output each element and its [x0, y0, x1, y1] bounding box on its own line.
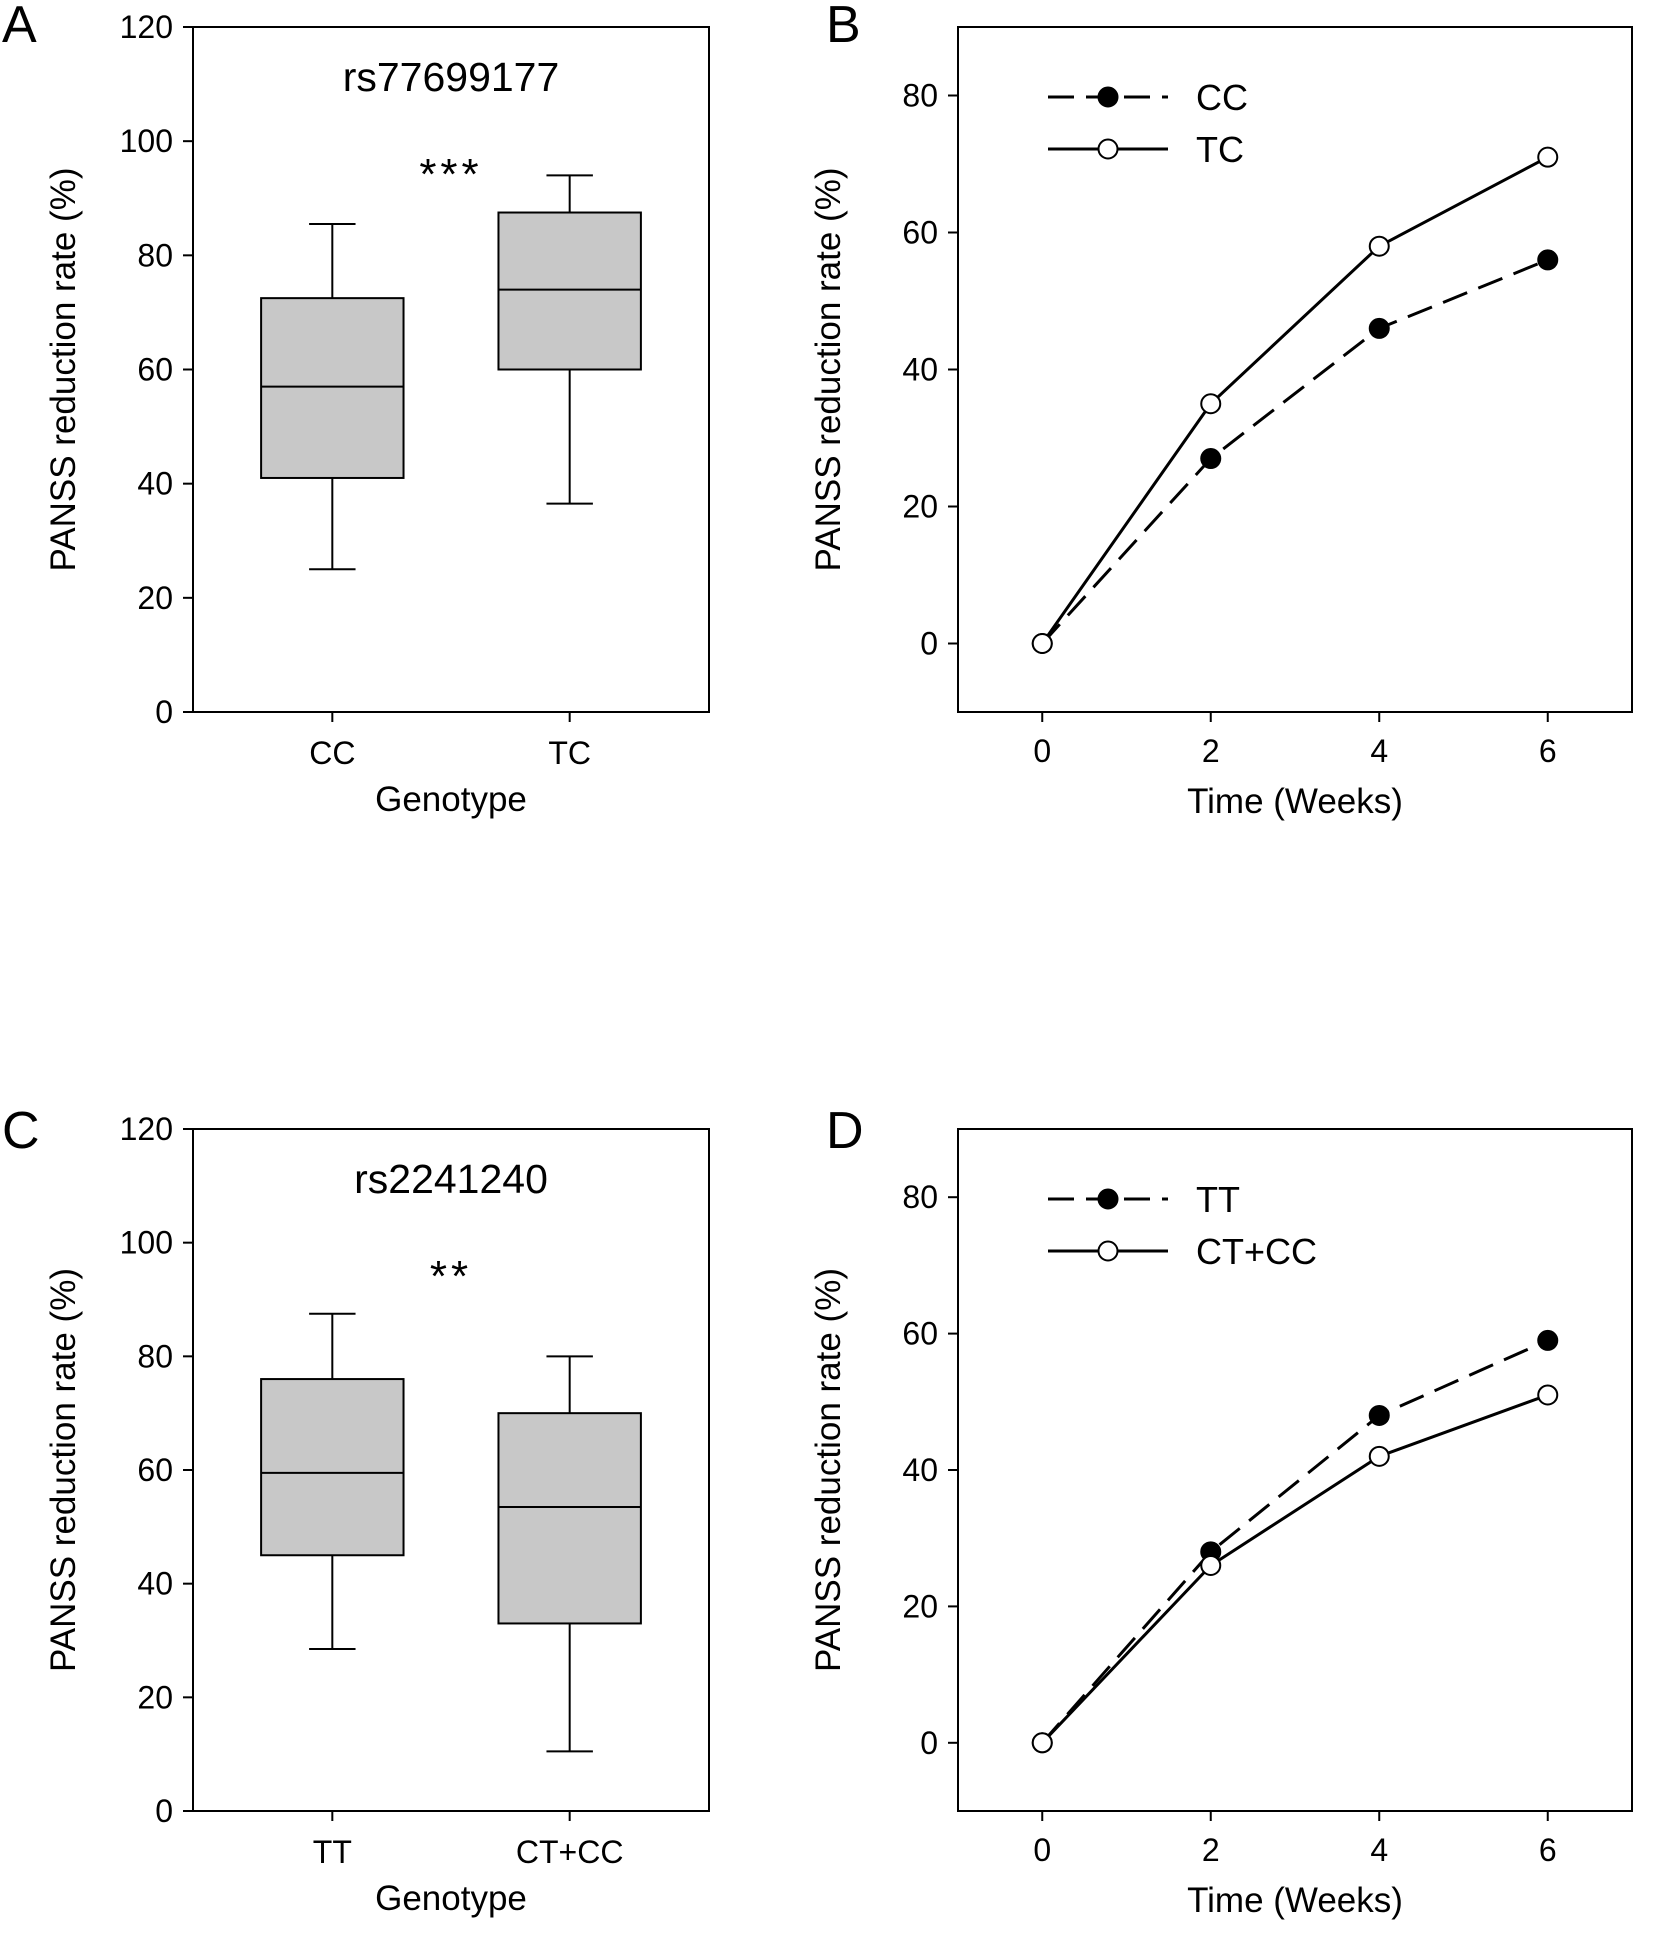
interquartile-box: [497, 211, 642, 371]
legend-entry: TC: [1048, 129, 1244, 170]
box-tc: [497, 174, 642, 505]
legend-entry: CC: [1048, 77, 1248, 118]
panel-letter: C: [2, 1102, 40, 1160]
significance-marker: **: [430, 1252, 472, 1301]
x-axis-label: Genotype: [375, 780, 527, 819]
data-point-ct-cc: [1200, 1554, 1222, 1576]
panel-letter: D: [826, 1102, 864, 1160]
series-line-ct-cc: [1041, 1393, 1549, 1744]
data-point-cc: [1537, 249, 1559, 271]
y-tick-label: 100: [120, 1225, 173, 1261]
data-point-cc: [1368, 317, 1390, 339]
y-tick-label: 0: [920, 1725, 938, 1761]
data-point-tc: [1537, 146, 1559, 168]
panel-d: D 0 20 40 60 80 PANSS reduction rate (%) 0 2 4 6 Ti…: [809, 1102, 1633, 1920]
data-point-tt: [1368, 1404, 1390, 1426]
data-point-tc: [1200, 393, 1222, 415]
y-tick-label: 40: [137, 466, 173, 502]
y-tick-label: 40: [137, 1566, 173, 1602]
x-tick-label: 2: [1202, 1832, 1220, 1868]
y-tick-label: 60: [902, 215, 938, 251]
x-axis-label: Genotype: [375, 1879, 527, 1918]
y-tick-label: 40: [902, 352, 938, 388]
x-tick-label: TT: [313, 1834, 352, 1870]
series-line-tt: [1041, 1339, 1549, 1744]
box-tt: [260, 1312, 405, 1651]
x-tick-label: 2: [1202, 733, 1220, 769]
chart-title: rs77699177: [343, 54, 560, 100]
y-tick-label: 40: [902, 1452, 938, 1488]
y-axis-label: PANSS reduction rate (%): [44, 168, 83, 572]
y-tick-label: 100: [120, 123, 173, 159]
x-tick-label: 0: [1033, 733, 1051, 769]
panel-letter: B: [826, 0, 861, 54]
legend-marker: [1097, 86, 1119, 108]
data-point-cc: [1200, 448, 1222, 470]
y-tick-label: 20: [902, 1588, 938, 1624]
series-line-tc: [1041, 155, 1549, 645]
x-tick-label: 6: [1539, 733, 1557, 769]
data-point-ct-cc: [1537, 1384, 1559, 1406]
interquartile-box: [260, 297, 405, 479]
y-tick-label: 80: [902, 78, 938, 114]
y-tick-label: 20: [902, 489, 938, 525]
panel-a: A 0 20 40 60 80 100 120 PANSS reduction rate (%)…: [2, 0, 710, 819]
x-axis-label: Time (Weeks): [1187, 1881, 1403, 1920]
panel-c: C 0 20 40 60 80 100 120 PANSS reduction rate (%)…: [2, 1102, 710, 1918]
legend-label: TC: [1196, 129, 1244, 170]
y-tick-label: 120: [120, 9, 173, 45]
y-tick-label: 80: [137, 237, 173, 273]
y-tick-label: 80: [902, 1179, 938, 1215]
x-tick-label: 4: [1370, 1832, 1388, 1868]
y-tick-label: 120: [120, 1111, 173, 1147]
panel-letter: A: [2, 0, 37, 54]
legend-label: TT: [1196, 1179, 1240, 1220]
panel-b: B 0 20 40 60 80 PANSS reduction rate (%) 0 2 4 6 Ti…: [809, 0, 1633, 821]
y-tick-label: 20: [137, 580, 173, 616]
legend-entry: TT: [1048, 1179, 1240, 1220]
data-point-ct-cc: [1368, 1445, 1390, 1467]
y-tick-label: 60: [137, 352, 173, 388]
legend-marker: [1097, 138, 1119, 160]
interquartile-box: [497, 1412, 642, 1625]
significance-marker: ***: [419, 150, 482, 199]
chart-title: rs2241240: [354, 1156, 548, 1202]
x-tick-label: CC: [309, 735, 355, 771]
x-tick-label: CT+CC: [516, 1834, 624, 1870]
y-tick-label: 0: [920, 626, 938, 662]
data-point-tc: [1368, 235, 1390, 257]
data-point-ct-cc: [1031, 1732, 1053, 1754]
legend-label: CC: [1196, 77, 1248, 118]
y-axis-label: PANSS reduction rate (%): [809, 168, 848, 572]
x-axis-label: Time (Weeks): [1187, 782, 1403, 821]
x-tick-label: 6: [1539, 1832, 1557, 1868]
y-tick-label: 80: [137, 1338, 173, 1374]
series-line-cc: [1041, 258, 1549, 645]
y-tick-label: 0: [155, 694, 173, 730]
y-axis-label: PANSS reduction rate (%): [809, 1268, 848, 1672]
legend-marker: [1097, 1240, 1119, 1262]
box-ct+cc: [497, 1355, 642, 1753]
y-tick-label: 60: [137, 1452, 173, 1488]
legend-marker: [1097, 1188, 1119, 1210]
x-tick-label: 4: [1370, 733, 1388, 769]
y-tick-label: 60: [902, 1316, 938, 1352]
x-tick-label: 0: [1033, 1832, 1051, 1868]
legend-entry: CT+CC: [1048, 1231, 1317, 1272]
data-point-tc: [1031, 633, 1053, 654]
box-cc: [260, 222, 405, 571]
plot-frame: [957, 26, 1633, 713]
x-tick-label: TC: [548, 735, 591, 771]
y-tick-label: 0: [155, 1793, 173, 1829]
y-axis-label: PANSS reduction rate (%): [44, 1268, 83, 1672]
y-tick-label: 20: [137, 1679, 173, 1715]
interquartile-box: [260, 1378, 405, 1557]
legend-label: CT+CC: [1196, 1231, 1317, 1272]
data-point-tt: [1537, 1329, 1559, 1351]
